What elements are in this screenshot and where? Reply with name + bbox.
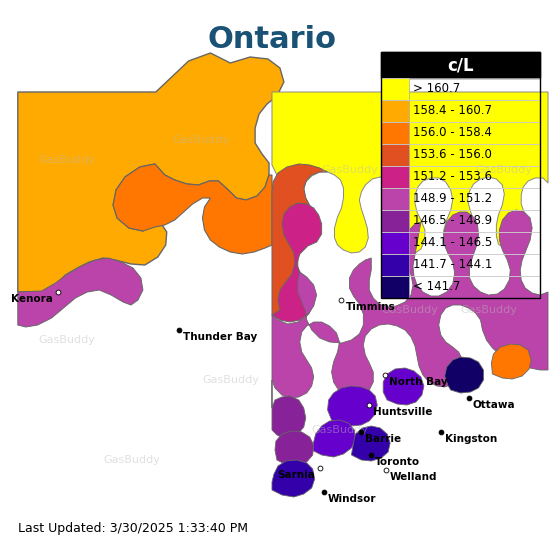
Text: 148.9 - 151.2: 148.9 - 151.2 [413, 192, 492, 206]
Polygon shape [272, 164, 328, 320]
Text: c/L: c/L [447, 56, 474, 74]
Text: Toronto: Toronto [375, 457, 420, 467]
Text: Last Updated: 3/30/2025 1:33:40 PM: Last Updated: 3/30/2025 1:33:40 PM [18, 522, 248, 535]
Polygon shape [491, 344, 531, 379]
Text: 156.0 - 158.4: 156.0 - 158.4 [413, 126, 492, 140]
Polygon shape [351, 426, 390, 461]
Polygon shape [18, 53, 284, 292]
Bar [381, 188, 409, 210]
Text: GasBuddy: GasBuddy [381, 305, 438, 315]
Bar [381, 254, 409, 276]
Text: GasBuddy: GasBuddy [103, 455, 160, 465]
Polygon shape [272, 210, 548, 398]
Bar [381, 100, 409, 122]
Text: Huntsville: Huntsville [373, 407, 433, 417]
Bar [381, 276, 540, 298]
Polygon shape [18, 258, 143, 327]
Text: < 141.7: < 141.7 [413, 280, 460, 294]
Text: GasBuddy: GasBuddy [461, 305, 518, 315]
Bar [381, 166, 540, 188]
Text: Ottawa: Ottawa [472, 400, 515, 410]
Bar [381, 122, 540, 144]
Text: Kingston: Kingston [445, 434, 497, 444]
Text: Welland: Welland [390, 472, 438, 482]
Text: Sarnia: Sarnia [277, 470, 315, 480]
Polygon shape [275, 431, 314, 466]
Polygon shape [272, 380, 306, 438]
Text: Windsor: Windsor [328, 494, 376, 504]
Bar [381, 232, 540, 254]
Text: 153.6 - 156.0: 153.6 - 156.0 [413, 148, 492, 162]
Text: GasBuddy: GasBuddy [312, 425, 368, 435]
Text: Thunder Bay: Thunder Bay [183, 332, 257, 342]
Polygon shape [272, 460, 315, 497]
Polygon shape [383, 368, 424, 405]
Bar [381, 210, 409, 232]
Text: 141.7 - 144.1: 141.7 - 144.1 [413, 258, 492, 272]
Text: GasBuddy: GasBuddy [322, 165, 378, 175]
Bar [381, 122, 409, 144]
Bar [381, 254, 540, 276]
Bar [381, 166, 409, 188]
Text: GasBuddy: GasBuddy [202, 375, 260, 385]
Polygon shape [113, 164, 272, 254]
Text: 144.1 - 146.5: 144.1 - 146.5 [413, 236, 492, 250]
Text: Barrie: Barrie [365, 434, 402, 444]
Bar [381, 52, 540, 78]
Bar [381, 188, 540, 210]
Text: Ontario: Ontario [207, 25, 337, 54]
Bar [381, 52, 540, 298]
Bar [381, 276, 409, 298]
Text: GasBuddy: GasBuddy [476, 165, 532, 175]
Bar [381, 232, 409, 254]
Text: GasBuddy: GasBuddy [39, 335, 96, 345]
Bar [381, 78, 409, 100]
Polygon shape [312, 420, 355, 457]
Bar [381, 144, 540, 166]
Text: Kenora: Kenora [10, 294, 53, 304]
Polygon shape [445, 357, 483, 393]
Polygon shape [272, 203, 322, 322]
Polygon shape [272, 92, 548, 255]
Bar [381, 144, 409, 166]
Bar [381, 100, 540, 122]
Text: North Bay: North Bay [389, 377, 448, 387]
Polygon shape [328, 386, 377, 426]
Bar [381, 210, 540, 232]
Bar [381, 78, 540, 100]
Text: GasBuddy: GasBuddy [39, 155, 96, 165]
Text: 151.2 - 153.6: 151.2 - 153.6 [413, 170, 492, 184]
Text: 146.5 - 148.9: 146.5 - 148.9 [413, 214, 492, 228]
Text: GasBuddy: GasBuddy [173, 135, 229, 145]
Text: > 160.7: > 160.7 [413, 82, 460, 96]
Text: 158.4 - 160.7: 158.4 - 160.7 [413, 104, 492, 118]
Text: Timmins: Timmins [345, 302, 395, 312]
